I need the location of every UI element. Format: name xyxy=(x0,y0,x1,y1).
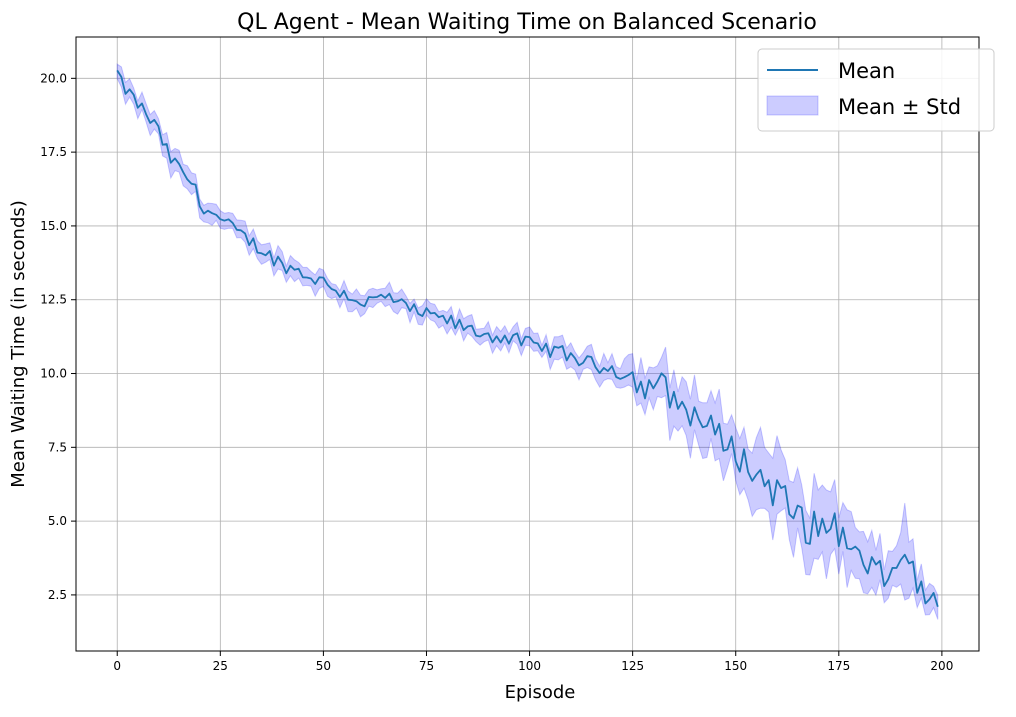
x-tick-label-0: 0 xyxy=(113,659,121,673)
x-tick-label-4: 100 xyxy=(518,659,541,673)
std-band-layer xyxy=(116,63,939,620)
std-band xyxy=(116,63,939,620)
y-tick-label-3: 10.0 xyxy=(40,367,67,381)
y-tick-label-2: 7.5 xyxy=(48,440,67,454)
x-axis-label: Episode xyxy=(505,682,576,703)
x-tick-label-2: 50 xyxy=(316,659,331,673)
y-axis-label: Mean Waiting Time (in seconds) xyxy=(8,200,29,488)
plot-area xyxy=(76,37,979,651)
mean-line-layer xyxy=(116,69,939,608)
y-tick-label-7: 20.0 xyxy=(40,71,67,85)
x-tick-label-1: 25 xyxy=(213,659,228,673)
legend-entry-mean: Mean xyxy=(838,59,895,83)
y-tick-label-1: 5.0 xyxy=(48,514,67,528)
x-tick-label-7: 175 xyxy=(827,659,850,673)
y-tick-label-6: 17.5 xyxy=(40,145,67,159)
axis-ticks: 0 25 50 75 100 125 150 175 200 2.5 5.0 7.5 10.0 12.5 1… xyxy=(40,71,953,673)
legend-entry-band: Mean ± Std xyxy=(838,95,961,119)
y-tick-label-4: 12.5 xyxy=(40,293,67,307)
x-tick-label-6: 150 xyxy=(724,659,747,673)
x-tick-label-5: 125 xyxy=(621,659,644,673)
y-tick-label-5: 15.0 xyxy=(40,219,67,233)
legend: Mean Mean ± Std xyxy=(757,48,995,132)
x-tick-label-8: 200 xyxy=(930,659,953,673)
chart-title: QL Agent - Mean Waiting Time on Balanced… xyxy=(237,10,817,35)
mean-line xyxy=(116,69,939,608)
legend-band-swatch xyxy=(766,95,819,116)
y-tick-label-0: 2.5 xyxy=(48,588,67,602)
x-tick-label-3: 75 xyxy=(419,659,434,673)
plot-frame xyxy=(75,36,980,652)
